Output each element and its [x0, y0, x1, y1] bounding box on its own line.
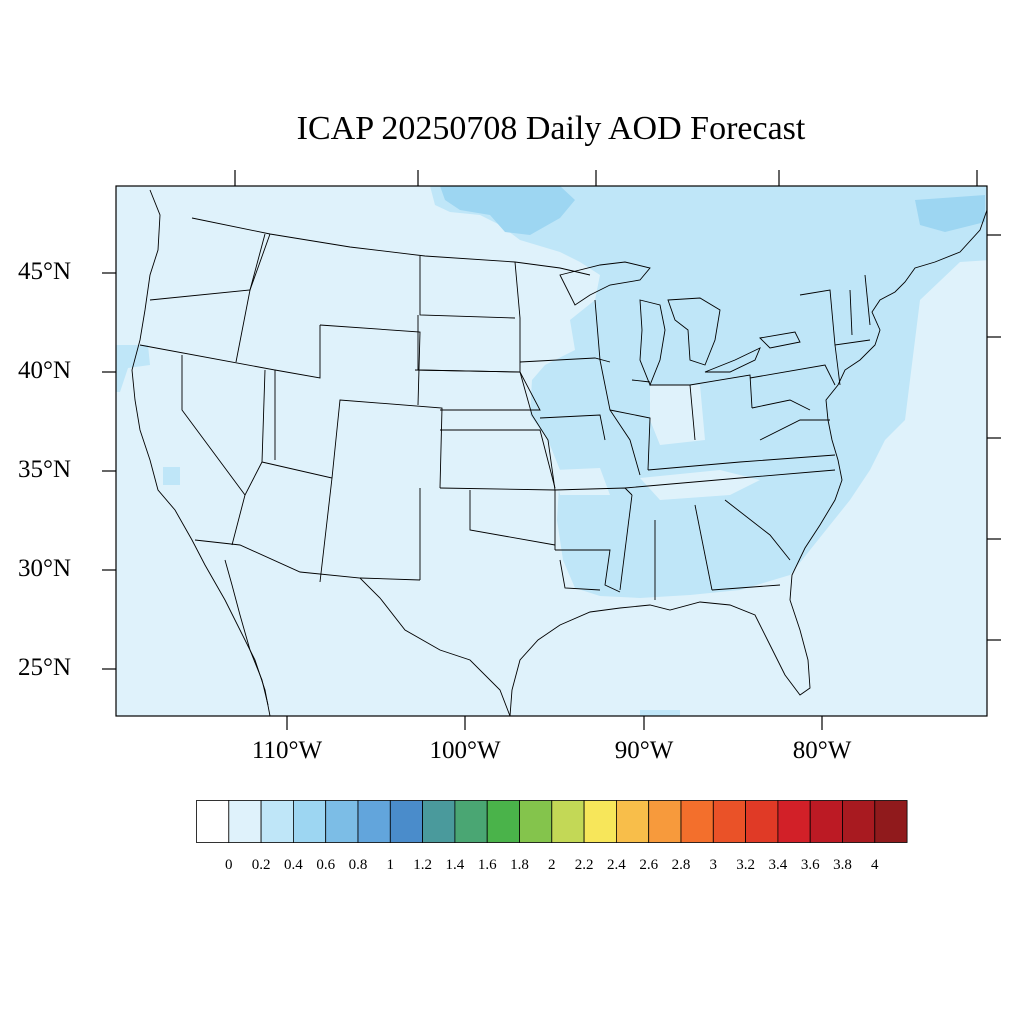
colorbar-tick-label: 1.4: [445, 857, 465, 873]
lat-label-40: 40°N: [18, 357, 72, 384]
colorbar-swatch: [842, 800, 876, 843]
colorbar-swatch: [260, 800, 294, 843]
lat-label-30: 30°N: [18, 555, 72, 582]
colorbar-swatch: [615, 800, 650, 843]
colorbar-swatch: [551, 800, 585, 843]
colorbar-swatch: [486, 800, 520, 843]
colorbar-tick-label: 1.6: [477, 857, 497, 873]
lon-label-80w: 80°W: [792, 737, 852, 764]
map-frame: [115, 185, 988, 717]
lon-label-110w: 110°W: [251, 737, 323, 764]
colorbar-swatch: [745, 800, 779, 843]
colorbar: [196, 800, 908, 843]
colorbar-swatch: [293, 800, 327, 843]
colorbar-tick-label: 4: [871, 857, 879, 873]
colorbar-swatch: [583, 800, 617, 843]
colorbar-swatch: [325, 800, 359, 843]
aod-patches-low: [555, 385, 760, 500]
colorbar-swatch: [712, 800, 746, 843]
colorbar-tick-label: 2.8: [671, 857, 691, 873]
aod-patches-0.6: [440, 186, 985, 235]
colorbar-tick-label: 3: [709, 857, 718, 873]
colorbar-tick-label: 0.2: [251, 857, 271, 873]
colorbar-tick-label: 1.8: [510, 857, 529, 873]
colorbar-tick-label: 1: [386, 857, 395, 873]
lon-label-90w: 90°W: [614, 737, 674, 764]
colorbar-swatch: [357, 800, 391, 843]
colorbar-swatch: [422, 800, 456, 843]
lon-label-100w: 100°W: [429, 737, 501, 764]
colorbar-swatch: [874, 800, 908, 843]
colorbar-tick-label: 3.6: [800, 857, 820, 873]
colorbar-tick-label: 2.4: [607, 857, 626, 873]
colorbar-tick-label: 2: [548, 857, 556, 873]
colorbar-swatch: [777, 800, 811, 843]
colorbar-swatch: [196, 800, 230, 843]
lat-label-45: 45°N: [18, 258, 72, 285]
colorbar-tick-label: 3.2: [736, 857, 755, 873]
colorbar-tick-label: 0.6: [316, 857, 336, 873]
lat-label-35: 35°N: [18, 456, 72, 483]
colorbar-tick-label: 0: [225, 857, 233, 873]
map-ticks: [102, 170, 1001, 730]
colorbar-tick-label: 2.2: [574, 857, 594, 873]
colorbar-swatch: [228, 800, 262, 843]
colorbar-swatch: [454, 800, 488, 843]
colorbar-swatch: [519, 800, 553, 843]
colorbar-tick-label: 1.2: [413, 857, 432, 873]
map-title: ICAP 20250708 Daily AOD Forecast: [296, 110, 806, 147]
colorbar-swatch: [680, 800, 714, 843]
lat-label-25: 25°N: [18, 654, 72, 681]
colorbar-swatch: [648, 800, 682, 843]
colorbar-tick-label: 3.4: [768, 857, 788, 873]
colorbar-tick-label: 0.4: [284, 857, 303, 873]
colorbar-tick-label: 3.8: [833, 857, 852, 873]
colorbar-swatch: [809, 800, 843, 843]
colorbar-tick-label: 2.6: [639, 857, 659, 873]
boundaries: [131, 189, 987, 716]
colorbar-swatch: [389, 800, 424, 843]
colorbar-tick-label: 0.8: [348, 857, 368, 873]
